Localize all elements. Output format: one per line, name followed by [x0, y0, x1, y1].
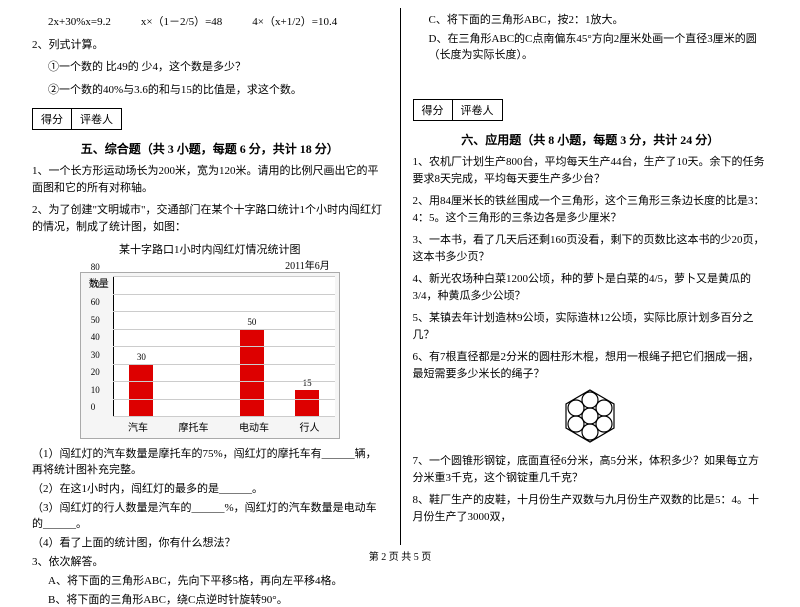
s6-5: 5、某镇去年计划造林9公顷，实际造林12公顷，实际比原计划多百分之几？: [413, 310, 769, 343]
grader-label: 评卷人: [72, 109, 121, 129]
s5-2: 2、为了创建"文明城市"，交通部门在某个十字路口统计1个小时内闯红灯的情况，制成…: [32, 202, 388, 235]
bar-chart: 某十字路口1小时内闯红灯情况统计图 2011年6月 数量 305015 0102…: [80, 241, 340, 439]
chart-date: 2011年6月: [80, 257, 340, 272]
x-tick-label: 汽车: [128, 419, 148, 434]
s6-7: 7、一个圆锥形钢锭，底面直径6分米，高5分米，体积多少？如果每立方分米重3千克，…: [413, 453, 769, 486]
s5-3d: D、在三角形ABC的C点南偏东45°方向2厘米处画一个直径3厘米的圆（长度为实际…: [413, 30, 769, 62]
s6-8: 8、鞋厂生产的皮鞋，十月份生产双数与九月份生产双数的比是5：4。十月份生产了30…: [413, 492, 769, 525]
y-tick-label: 30: [91, 350, 100, 360]
equation-3: 4×（x+1/2）=10.4: [252, 14, 337, 31]
grader-label-r: 评卷人: [453, 100, 502, 120]
y-tick-label: 60: [91, 297, 100, 307]
y-tick-label: 40: [91, 332, 100, 342]
equation-2: x×（1－2/5）=48: [141, 14, 222, 31]
y-tick-label: 0: [91, 402, 96, 412]
s5-1: 1、一个长方形运动场长为200米，宽为120米。请用的比例尺画出它的平面图和它的…: [32, 163, 388, 196]
score-box-r: 得分 评卷人: [413, 99, 503, 121]
x-tick-label: 电动车: [239, 419, 269, 434]
q2-title: 2、列式计算。: [32, 37, 388, 54]
y-tick-label: 50: [91, 315, 100, 325]
score-label-r: 得分: [414, 100, 453, 120]
s6-6: 6、有7根直径都是2分米的圆柱形木棍，想用一根绳子把它们捆成一捆，最短需要多少米…: [413, 349, 769, 382]
score-label: 得分: [33, 109, 72, 129]
s5-2-3: （3）闯红灯的行人数量是汽车的______%，闯红灯的汽车数量是电动车的____…: [32, 499, 388, 531]
s6-1: 1、农机厂计划生产800台，平均每天生产44台，生产了10天。余下的任务要求8天…: [413, 154, 769, 187]
s5-2-2: （2）在这1小时内，闯红灯的最多的是______。: [32, 480, 388, 496]
circle-bundle-diagram: [413, 388, 769, 447]
x-tick-label: 摩托车: [179, 419, 209, 434]
y-tick-label: 70: [91, 280, 100, 290]
section-6-title: 六、应用题（共 8 小题，每题 3 分，共计 24 分）: [413, 131, 769, 148]
equation-1: 2x+30%x=9.2: [48, 14, 111, 31]
chart-bar: 50: [240, 329, 264, 417]
chart-bar: 30: [129, 364, 153, 417]
s5-3c: C、将下面的三角形ABC，按2：1放大。: [413, 11, 769, 27]
y-tick-label: 80: [91, 262, 100, 272]
s5-3b: B、将下面的三角形ABC，绕C点逆时针旋转90°。: [32, 591, 388, 607]
s5-2-1: （1）闯红灯的汽车数量是摩托车的75%，闯红灯的摩托车有______辆，再将统计…: [32, 445, 388, 477]
x-tick-label: 行人: [300, 419, 320, 434]
s6-4: 4、新光农场种白菜1200公顷，种的萝卜是白菜的4/5，萝卜又是黄瓜的3/4，种…: [413, 271, 769, 304]
s6-2: 2、用84厘米长的铁丝围成一个三角形，这个三角形三条边长度的比是3：4：5。这个…: [413, 193, 769, 226]
y-tick-label: 20: [91, 367, 100, 377]
chart-plot-area: 305015 01020304050607080: [113, 277, 335, 417]
score-box: 得分 评卷人: [32, 108, 122, 130]
s6-3: 3、一本书，看了几天后还剩160页没看，剩下的页数比这本书的少20页，这本书多少…: [413, 232, 769, 265]
page-footer: 第 2 页 共 5 页: [0, 548, 800, 563]
chart-bar: 15: [295, 390, 319, 416]
q2-b: ②一个数的40%与3.6的和与15的比值是，求这个数。: [32, 82, 388, 99]
y-tick-label: 10: [91, 385, 100, 395]
section-5-title: 五、综合题（共 3 小题，每题 6 分，共计 18 分）: [32, 140, 388, 157]
chart-title: 某十字路口1小时内闯红灯情况统计图: [80, 241, 340, 257]
q2-a: ①一个数的 比49的 少4，这个数是多少？: [32, 59, 388, 76]
s5-3a: A、将下面的三角形ABC，先向下平移5格，再向左平移4格。: [32, 572, 388, 588]
